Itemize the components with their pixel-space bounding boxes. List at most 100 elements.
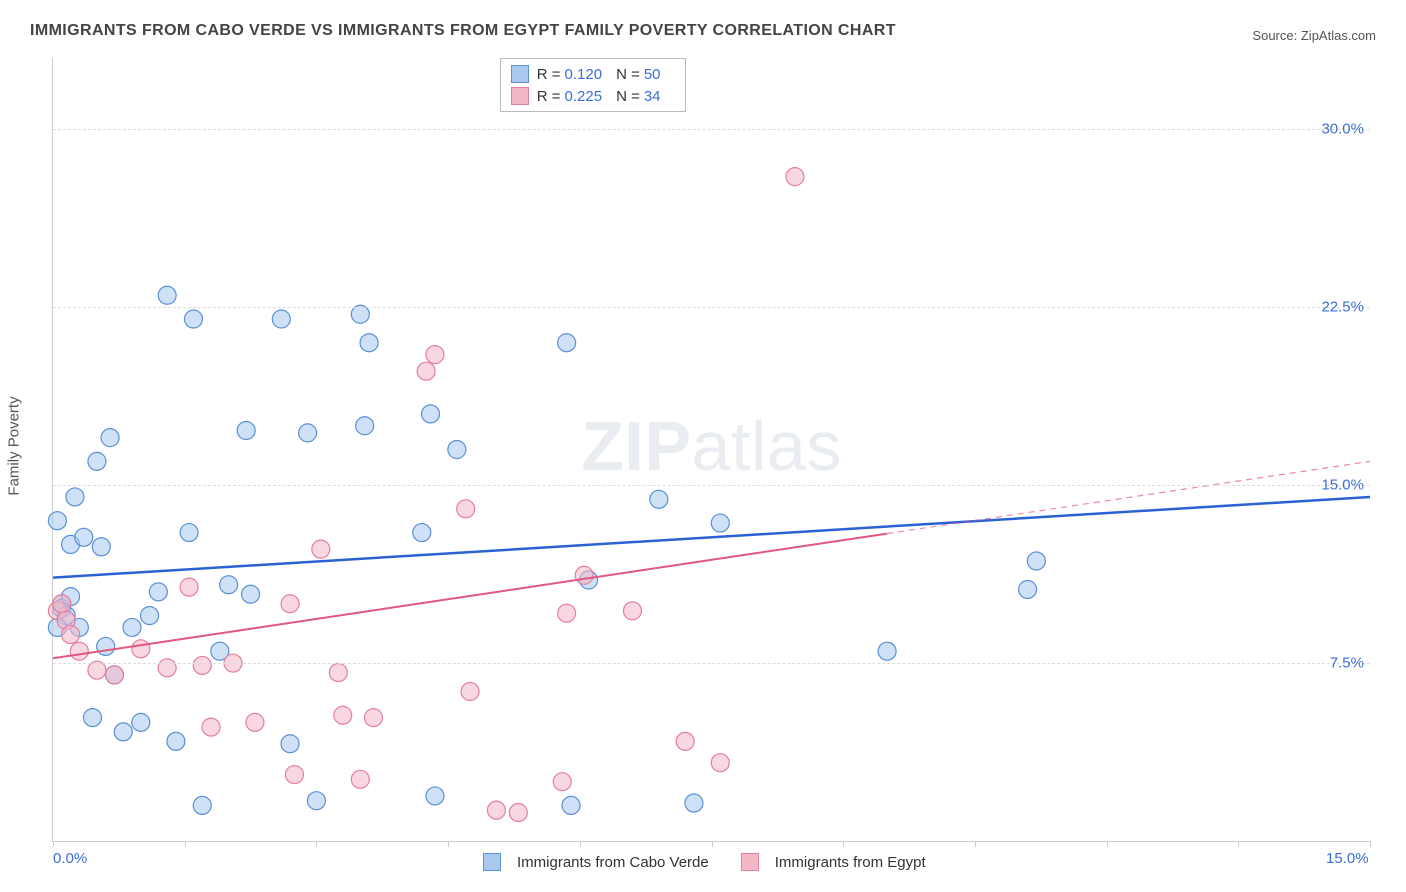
x-tick xyxy=(316,841,317,847)
data-point xyxy=(123,618,141,636)
data-point xyxy=(299,424,317,442)
data-point xyxy=(53,595,71,613)
data-point xyxy=(158,659,176,677)
data-point xyxy=(422,405,440,423)
x-tick-label: 0.0% xyxy=(53,850,87,867)
data-point xyxy=(184,310,202,328)
source-label: Source: xyxy=(1252,28,1297,43)
source-name: ZipAtlas.com xyxy=(1301,28,1376,43)
y-tick-label: 30.0% xyxy=(1321,121,1364,138)
plot-area: ZIPatlas 7.5%15.0%22.5%30.0%0.0%15.0%Imm… xyxy=(52,58,1370,842)
data-point xyxy=(562,796,580,814)
data-point xyxy=(75,528,93,546)
gridline xyxy=(53,129,1370,130)
data-point xyxy=(509,804,527,822)
legend-n-value: 34 xyxy=(644,88,661,105)
data-point xyxy=(281,735,299,753)
x-tick xyxy=(448,841,449,847)
data-point xyxy=(285,766,303,784)
data-point xyxy=(351,770,369,788)
gridline xyxy=(53,307,1370,308)
data-point xyxy=(62,626,80,644)
y-axis-title: Family Poverty xyxy=(6,396,23,495)
data-point xyxy=(202,718,220,736)
legend-swatch xyxy=(483,853,501,871)
data-point xyxy=(167,732,185,750)
data-point xyxy=(461,683,479,701)
data-point xyxy=(878,642,896,660)
data-point xyxy=(66,488,84,506)
legend-n-value: 50 xyxy=(644,66,661,83)
data-point xyxy=(413,524,431,542)
x-tick xyxy=(1238,841,1239,847)
data-point xyxy=(685,794,703,812)
data-point xyxy=(426,787,444,805)
trend-line xyxy=(53,497,1370,578)
data-point xyxy=(105,666,123,684)
gridline xyxy=(53,663,1370,664)
x-tick xyxy=(843,841,844,847)
data-point xyxy=(88,452,106,470)
data-point xyxy=(312,540,330,558)
y-tick-label: 22.5% xyxy=(1321,299,1364,316)
data-point xyxy=(92,538,110,556)
data-point xyxy=(329,664,347,682)
legend-r-value: 0.120 xyxy=(565,66,603,83)
data-point xyxy=(70,642,88,660)
data-point xyxy=(114,723,132,741)
data-point xyxy=(193,796,211,814)
data-point xyxy=(84,709,102,727)
data-point xyxy=(487,801,505,819)
legend-r-label: R = xyxy=(537,66,561,83)
x-tick xyxy=(580,841,581,847)
data-point xyxy=(676,732,694,750)
data-point xyxy=(623,602,641,620)
data-point xyxy=(558,334,576,352)
y-tick-label: 7.5% xyxy=(1330,655,1364,672)
source-attribution: Source: ZipAtlas.com xyxy=(1252,28,1376,43)
x-tick xyxy=(1370,841,1371,847)
data-point xyxy=(553,773,571,791)
data-point xyxy=(334,706,352,724)
data-point xyxy=(711,514,729,532)
data-point xyxy=(141,607,159,625)
legend-n-label: N = xyxy=(616,88,640,105)
data-point xyxy=(650,490,668,508)
legend-series-label: Immigrants from Cabo Verde xyxy=(517,854,709,871)
data-point xyxy=(575,566,593,584)
legend-row: R = 0.120 N = 50 xyxy=(511,63,675,85)
data-point xyxy=(242,585,260,603)
data-point xyxy=(246,713,264,731)
data-point xyxy=(786,168,804,186)
data-point xyxy=(97,637,115,655)
data-point xyxy=(281,595,299,613)
chart-svg xyxy=(53,58,1370,841)
legend-swatch xyxy=(511,87,529,105)
data-point xyxy=(193,656,211,674)
data-point xyxy=(417,362,435,380)
legend-r-value: 0.225 xyxy=(565,88,603,105)
gridline xyxy=(53,485,1370,486)
legend-series-label: Immigrants from Egypt xyxy=(775,854,926,871)
x-tick xyxy=(185,841,186,847)
data-point xyxy=(558,604,576,622)
x-tick xyxy=(975,841,976,847)
data-point xyxy=(272,310,290,328)
y-tick-label: 15.0% xyxy=(1321,477,1364,494)
legend-r-label: R = xyxy=(537,88,561,105)
legend-n-label: N = xyxy=(616,66,640,83)
data-point xyxy=(426,346,444,364)
data-point xyxy=(448,441,466,459)
legend-row: R = 0.225 N = 34 xyxy=(511,85,675,107)
x-tick xyxy=(712,841,713,847)
data-point xyxy=(101,429,119,447)
data-point xyxy=(132,640,150,658)
data-point xyxy=(180,578,198,596)
chart-title: IMMIGRANTS FROM CABO VERDE VS IMMIGRANTS… xyxy=(30,22,896,40)
data-point xyxy=(132,713,150,731)
data-point xyxy=(158,286,176,304)
data-point xyxy=(149,583,167,601)
data-point xyxy=(220,576,238,594)
data-point xyxy=(180,524,198,542)
data-point xyxy=(48,512,66,530)
